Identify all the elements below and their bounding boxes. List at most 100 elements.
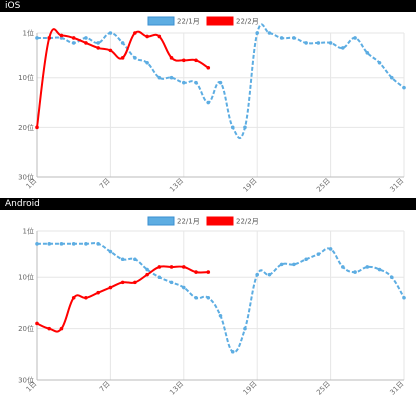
series-point xyxy=(71,242,76,246)
series-point xyxy=(182,265,186,269)
series-point xyxy=(389,275,394,280)
series-point xyxy=(341,46,345,50)
x-tick-label: 19日 xyxy=(242,177,259,194)
x-tick-label: 25日 xyxy=(315,380,332,397)
series-point xyxy=(341,265,345,269)
series-point xyxy=(206,295,211,300)
x-tick-label: 7日 xyxy=(98,177,112,191)
series-point xyxy=(194,58,198,63)
series-point xyxy=(255,272,259,277)
legend-swatch[interactable] xyxy=(147,16,175,26)
legend-label[interactable]: 22/1月 xyxy=(177,18,200,26)
series-point xyxy=(96,290,100,295)
series-point xyxy=(96,46,100,50)
series-point xyxy=(71,36,76,40)
series-point xyxy=(157,275,162,280)
series-point xyxy=(59,242,64,246)
series-point xyxy=(292,36,296,40)
series-point xyxy=(402,295,406,300)
ios-panel-title: iOS xyxy=(0,0,416,12)
series-point xyxy=(169,56,174,60)
x-tick-label: 31日 xyxy=(388,177,405,194)
series-point xyxy=(59,326,64,331)
legend-label[interactable]: 22/2月 xyxy=(236,18,259,26)
series-point xyxy=(182,285,186,290)
y-tick-label: 10位 xyxy=(18,273,34,282)
series-point xyxy=(218,80,223,85)
x-tick-label: 13日 xyxy=(168,177,185,194)
series-point xyxy=(59,36,64,40)
y-tick-label: 30位 xyxy=(18,173,34,182)
series-point xyxy=(279,36,284,40)
series-point xyxy=(206,65,211,70)
legend-label[interactable]: 22/2月 xyxy=(236,218,259,226)
series-point xyxy=(133,31,137,35)
series-point xyxy=(35,242,39,246)
series-point xyxy=(365,51,370,55)
series-point xyxy=(47,326,52,331)
series-line xyxy=(36,242,405,354)
series-point xyxy=(145,267,149,272)
series-point xyxy=(120,257,125,262)
series-point xyxy=(35,321,39,326)
series-point xyxy=(316,41,321,45)
series-point xyxy=(316,252,321,256)
series-point xyxy=(353,270,357,274)
series-point xyxy=(365,265,370,269)
series-point xyxy=(157,265,162,269)
series-point xyxy=(59,33,64,38)
android-panel-title: Android xyxy=(0,198,416,210)
series-point xyxy=(304,257,308,262)
series-point xyxy=(169,265,174,269)
series-point xyxy=(169,280,174,285)
series-point xyxy=(35,36,39,40)
series-point xyxy=(218,313,223,318)
series-point xyxy=(328,41,333,45)
x-tick-label: 19日 xyxy=(242,380,259,397)
series-point xyxy=(84,36,88,40)
y-tick-label: 30位 xyxy=(18,376,34,385)
series-point xyxy=(377,267,382,272)
series-line xyxy=(36,265,209,333)
series-point xyxy=(120,41,125,45)
series-point xyxy=(243,125,247,130)
series-point xyxy=(108,285,113,290)
series-point xyxy=(108,48,113,53)
series-point xyxy=(182,58,186,63)
series-point xyxy=(292,262,296,267)
series-point xyxy=(206,100,211,105)
legend-swatch[interactable] xyxy=(147,216,175,226)
series-point xyxy=(133,56,137,60)
series-point xyxy=(267,272,272,277)
series-point xyxy=(353,36,357,40)
series-point xyxy=(133,257,137,262)
series-point xyxy=(279,262,284,267)
series-point xyxy=(194,295,198,300)
series-point xyxy=(402,85,406,90)
series-point xyxy=(389,75,394,80)
series-point xyxy=(71,295,76,300)
series-point xyxy=(230,349,235,354)
series-point xyxy=(108,249,113,254)
legend-label[interactable]: 22/1月 xyxy=(177,218,200,226)
y-tick-label: 10位 xyxy=(18,73,34,82)
series-point xyxy=(133,280,137,285)
series-point xyxy=(243,326,247,331)
series-point xyxy=(47,242,52,246)
x-tick-label: 7日 xyxy=(98,380,112,394)
series-point xyxy=(328,247,333,251)
series-point xyxy=(304,41,308,45)
series-point xyxy=(230,125,235,130)
series-point xyxy=(145,272,149,277)
series-point xyxy=(96,41,100,45)
series-point xyxy=(182,80,186,85)
legend-swatch[interactable] xyxy=(206,216,234,226)
y-tick-label: 1位 xyxy=(23,227,34,236)
series-point xyxy=(84,242,88,246)
legend-swatch[interactable] xyxy=(206,16,234,26)
series-point xyxy=(157,75,162,80)
series-point xyxy=(145,60,149,65)
series-point xyxy=(108,31,113,35)
